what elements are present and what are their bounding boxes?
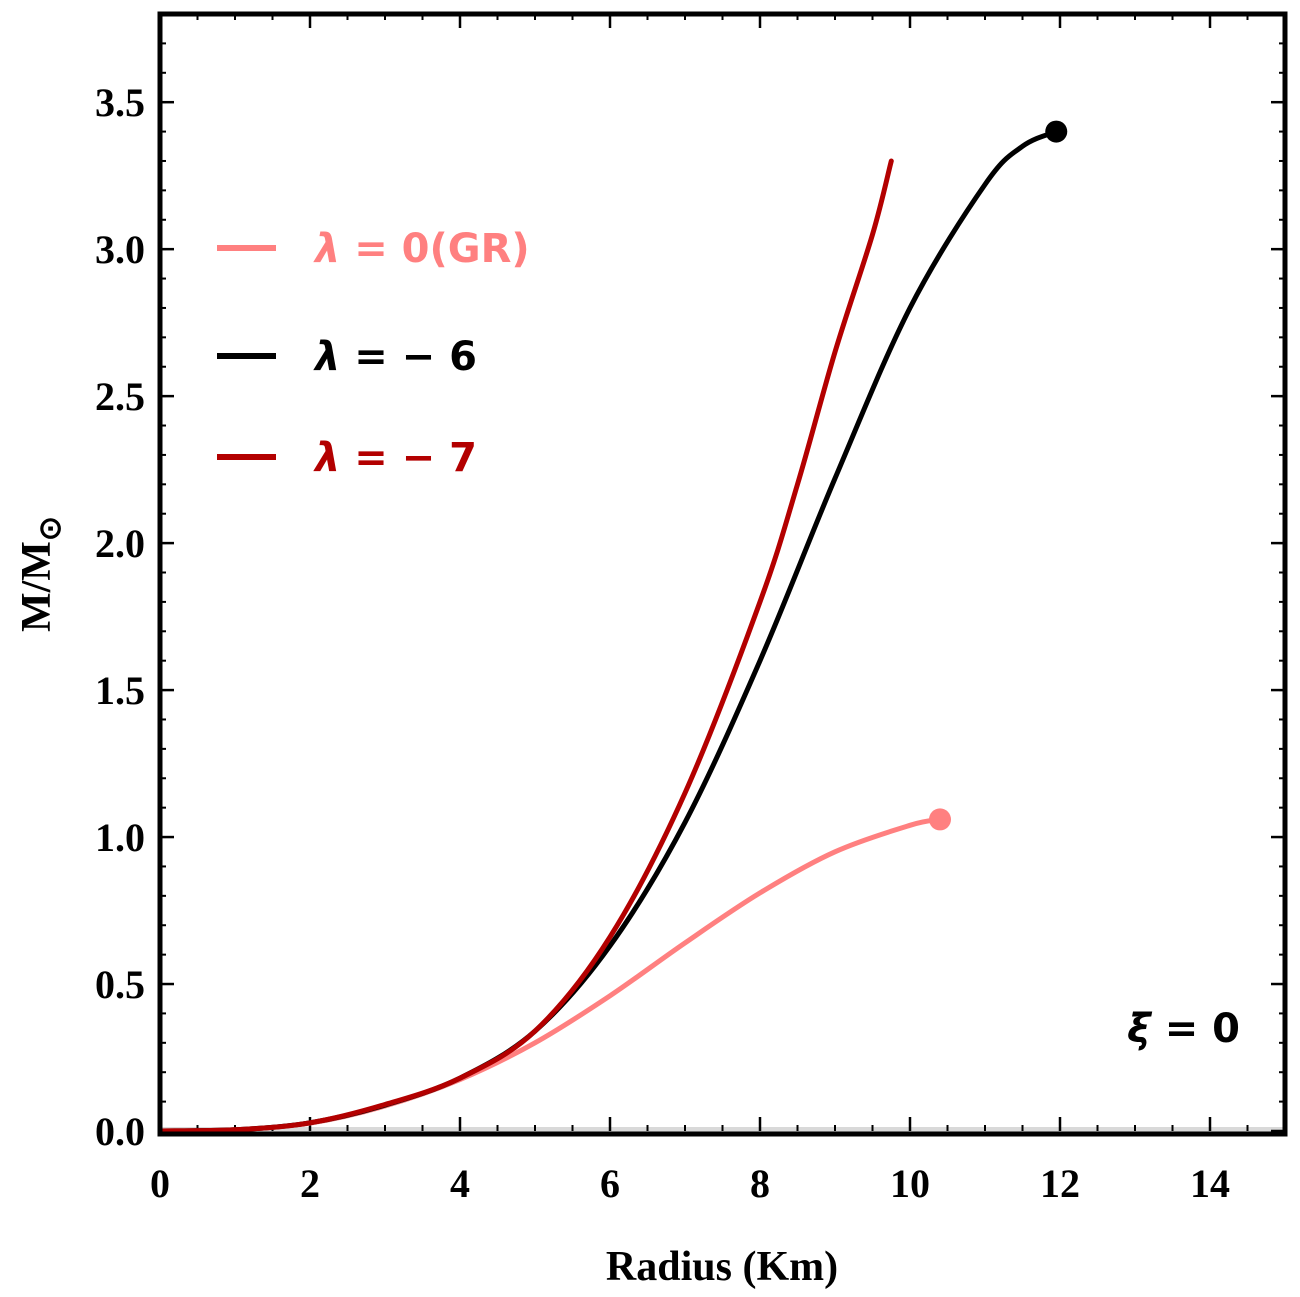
y-tick-label: 3.0	[95, 227, 145, 272]
major-ticks	[158, 14, 1285, 1133]
xi-annotation: ξ = 0	[1127, 1006, 1240, 1052]
legend-label-1: λ = − 6	[313, 334, 477, 380]
x-tick-label: 4	[450, 1161, 470, 1206]
legend-symbol: λ	[313, 435, 340, 481]
minor-ticks	[159, 13, 1286, 1132]
x-tick-label: 10	[890, 1161, 930, 1206]
y-tick-labels: 0.0 0.5 1.0 1.5 2.0 2.5 3.0 3.5	[95, 80, 145, 1154]
series-endpoint-1	[1045, 120, 1068, 143]
legend: λ = 0(GR)λ = − 6λ = − 7	[217, 226, 530, 481]
y-axis-title: M/M⊙	[14, 516, 67, 632]
endpoint-markers	[929, 120, 1068, 831]
x-tick-label: 0	[150, 1161, 170, 1206]
y-tick-label: 0.0	[95, 1109, 145, 1154]
series-line-2	[157, 158, 894, 1134]
y-tick-label: 1.0	[95, 815, 145, 860]
x-tick-labels: 0 2 4 6 8 10 12 14	[150, 1161, 1230, 1206]
y-tick-label: 3.5	[95, 80, 145, 125]
xi-symbol: ξ	[1127, 1006, 1153, 1052]
x-tick-label: 8	[750, 1161, 770, 1206]
series-line-1	[157, 129, 1059, 1134]
x-tick-label: 14	[1190, 1161, 1230, 1206]
y-axis-title-main: M/M	[14, 541, 60, 632]
y-tick-label: 2.5	[95, 374, 145, 419]
legend-value: = − 6	[340, 334, 477, 380]
y-tick-label: 1.5	[95, 668, 145, 713]
y-axis-title-sub: ⊙	[34, 516, 67, 541]
y-tick-label: 2.0	[95, 521, 145, 566]
legend-label-2: λ = − 7	[313, 435, 477, 481]
x-tick-label: 2	[300, 1161, 320, 1206]
series-endpoint-0	[929, 808, 951, 831]
xi-value: = 0	[1151, 1006, 1240, 1052]
y-tick-label: 0.5	[95, 962, 145, 1007]
series-line-0	[157, 816, 943, 1134]
x-tick-label: 12	[1040, 1161, 1080, 1206]
plot-frame	[157, 11, 1288, 1137]
legend-label-0: λ = 0(GR)	[313, 226, 530, 272]
legend-value: = − 7	[340, 435, 477, 481]
legend-symbol: λ	[313, 226, 340, 272]
x-axis-title: Radius (Km)	[606, 1244, 838, 1290]
x-tick-label: 6	[600, 1161, 620, 1206]
legend-value: = 0(GR)	[340, 226, 529, 272]
legend-symbol: λ	[313, 334, 340, 380]
series-layer	[157, 129, 1059, 1134]
